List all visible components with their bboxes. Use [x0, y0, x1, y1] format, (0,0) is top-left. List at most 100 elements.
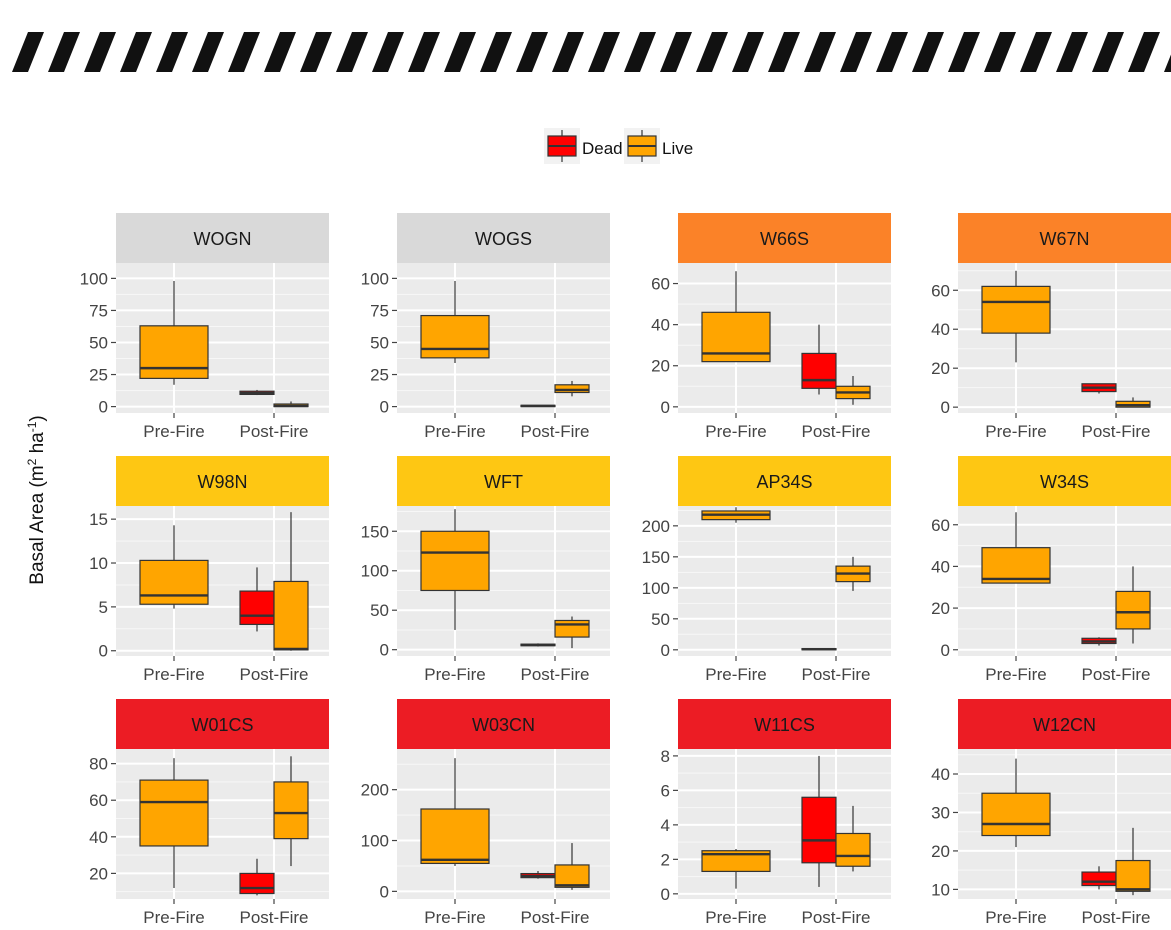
panel-title: W34S [1040, 472, 1089, 492]
y-tick-label: 25 [370, 366, 389, 385]
y-tick-label: 150 [361, 522, 389, 541]
panel-wft: WFT 0 50 100 150 Pre-Fire Post-Fire [361, 456, 610, 684]
box-post-fire-dead [239, 389, 275, 396]
box-post-fire-dead [1081, 383, 1117, 394]
y-tick-label: 0 [941, 398, 950, 417]
y-tick-label: 100 [80, 269, 108, 288]
x-tick-label: Pre-Fire [705, 665, 766, 684]
box-post-fire-live [1115, 397, 1151, 408]
y-tick-label: 50 [370, 333, 389, 352]
y-tick-label: 0 [661, 885, 670, 904]
y-tick-label: 50 [89, 333, 108, 352]
box-pre-fire-live [420, 758, 490, 866]
y-tick-label: 0 [380, 398, 389, 417]
panel-title: AP34S [756, 472, 812, 492]
x-tick-label: Pre-Fire [985, 908, 1046, 927]
panel-w12cn: W12CN 10 20 30 40 Pre-Fire Post-Fire [931, 699, 1171, 927]
panel-w11cs: W11CS 0 2 4 6 8 Pre-Fire Post-Fire [661, 699, 891, 927]
panel-title: W67N [1039, 229, 1089, 249]
panel-strip [116, 456, 329, 506]
panel-w98n: W98N 0 5 10 15 Pre-Fire Post-Fire [89, 456, 329, 684]
y-tick-label: 60 [931, 281, 950, 300]
box-post-fire-dead [801, 755, 837, 887]
x-tick-label: Pre-Fire [143, 908, 204, 927]
legend-label: Live [662, 139, 693, 158]
box-pre-fire-live [981, 758, 1051, 848]
legend-item-live: Live [624, 128, 693, 164]
panel-strip [678, 213, 891, 263]
y-tick-label: 100 [642, 579, 670, 598]
y-tick-label: 0 [380, 641, 389, 660]
box-post-fire-dead [1081, 637, 1117, 646]
y-tick-label: 60 [89, 791, 108, 810]
y-tick-label: 20 [651, 357, 670, 376]
x-tick-label: Pre-Fire [424, 908, 485, 927]
y-tick-label: 200 [642, 517, 670, 536]
panel-strip [116, 699, 329, 749]
box-post-fire-dead [801, 647, 837, 651]
box-post-fire-dead [520, 404, 556, 408]
y-tick-label: 20 [931, 842, 950, 861]
panel-w67n: W67N 0 20 40 60 Pre-Fire Post-Fire [931, 213, 1171, 441]
box-post-fire-dead [1081, 866, 1117, 890]
box-pre-fire-live [139, 525, 209, 609]
box-post-fire-live [835, 805, 871, 872]
x-tick-label: Post-Fire [521, 665, 590, 684]
panel-strip [678, 699, 891, 749]
x-tick-label: Post-Fire [1082, 908, 1151, 927]
box-post-fire-live [554, 843, 590, 890]
panel-title: W03CN [472, 715, 535, 735]
y-tick-label: 15 [89, 510, 108, 529]
y-tick-label: 0 [99, 398, 108, 417]
y-tick-label: 50 [370, 601, 389, 620]
box-post-fire-dead [520, 643, 556, 647]
x-tick-label: Post-Fire [802, 665, 871, 684]
panel-ap34s: AP34S 0 50 100 150 200 Pre-Fire Post-Fire [642, 456, 891, 684]
y-tick-label: 80 [89, 755, 108, 774]
x-tick-label: Pre-Fire [424, 665, 485, 684]
y-tick-label: 20 [89, 864, 108, 883]
panel-title: W98N [197, 472, 247, 492]
box-post-fire-live [273, 756, 309, 867]
panel-title: WFT [484, 472, 523, 492]
panel-title: WOGS [475, 229, 532, 249]
legend: Dead Live [544, 128, 693, 164]
y-tick-label: 5 [99, 598, 108, 617]
y-tick-label: 10 [89, 554, 108, 573]
box-pre-fire-live [420, 509, 490, 630]
y-tick-label: 25 [89, 366, 108, 385]
y-tick-label: 150 [642, 548, 670, 567]
y-tick-label: 100 [361, 562, 389, 581]
panel-strip [678, 456, 891, 506]
y-tick-label: 20 [931, 599, 950, 618]
y-tick-label: 40 [931, 765, 950, 784]
box-pre-fire-live [139, 280, 209, 385]
y-tick-label: 40 [931, 557, 950, 576]
box-pre-fire-live [981, 270, 1051, 363]
x-tick-label: Post-Fire [521, 908, 590, 927]
panel-title: W11CS [754, 715, 815, 735]
x-tick-label: Pre-Fire [985, 422, 1046, 441]
box-post-fire-dead [801, 324, 837, 395]
y-tick-label: 8 [661, 747, 670, 766]
box-post-fire-live [273, 401, 309, 408]
panel-title: W66S [760, 229, 809, 249]
x-tick-label: Pre-Fire [985, 665, 1046, 684]
y-tick-label: 75 [370, 301, 389, 320]
hazard-stripe-banner [0, 0, 1171, 82]
panel-strip [958, 699, 1171, 749]
box-post-fire-live [1115, 827, 1151, 896]
panel-strip [397, 456, 610, 506]
x-tick-label: Post-Fire [802, 422, 871, 441]
panel-wogn: WOGN 0 25 50 75 100 Pre-Fire Post-Fire [80, 213, 329, 441]
panel-wogs: WOGS 0 25 50 75 100 Pre-Fire Post-Fire [361, 213, 610, 441]
y-tick-label: 20 [931, 359, 950, 378]
y-tick-label: 60 [931, 516, 950, 535]
panel-w34s: W34S 0 20 40 60 Pre-Fire Post-Fire [931, 456, 1171, 684]
panel-title: WOGN [194, 229, 252, 249]
x-tick-label: Pre-Fire [143, 665, 204, 684]
y-tick-label: 75 [89, 301, 108, 320]
panel-title: W12CN [1033, 715, 1096, 735]
y-tick-label: 4 [661, 816, 670, 835]
